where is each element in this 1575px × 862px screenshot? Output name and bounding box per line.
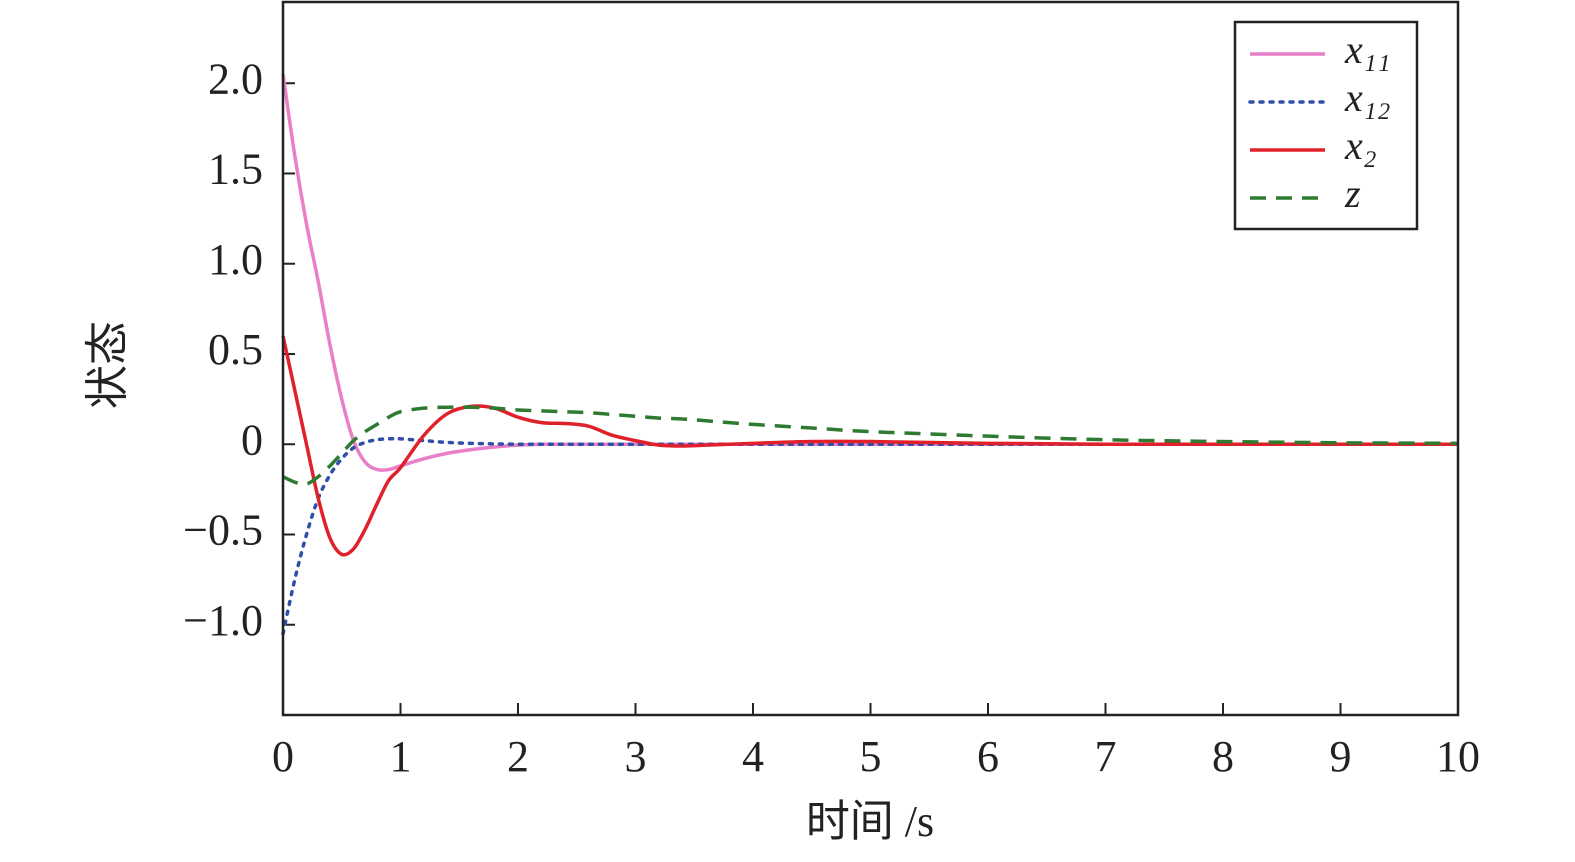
legend-label: x₁₂ — [1344, 75, 1391, 120]
y-tick-label: 0 — [241, 415, 263, 464]
x-tick-label: 4 — [742, 732, 764, 781]
legend-label: x₁₁ — [1344, 27, 1391, 72]
y-tick-label: 2.0 — [208, 54, 263, 103]
legend-label: z — [1344, 171, 1361, 216]
x-axis-label: 时间 /s — [806, 797, 934, 846]
y-axis-label: 状态 — [83, 321, 132, 409]
x-tick-label: 7 — [1095, 732, 1117, 781]
series-line — [281, 335, 1458, 557]
y-tick-label: −1.0 — [183, 596, 263, 645]
plot-frame — [281, 0, 1460, 717]
x-tick-label: 1 — [390, 732, 412, 781]
x-tick-label: 5 — [860, 732, 882, 781]
series-line — [281, 436, 1460, 636]
y-tick-label: 1.5 — [208, 145, 263, 194]
series-line — [282, 405, 1459, 486]
x-tick-label: 3 — [625, 732, 647, 781]
x-tick-label: 9 — [1330, 732, 1352, 781]
y-tick-label: −0.5 — [183, 506, 263, 555]
legend-box — [1233, 20, 1419, 231]
x-tick-label: 2 — [507, 732, 529, 781]
x-tick-label: 10 — [1436, 732, 1480, 781]
x-tick-label: 0 — [272, 732, 294, 781]
x-tick-label: 8 — [1212, 732, 1234, 781]
y-tick-label: 0.5 — [208, 325, 263, 374]
y-tick-label: 1.0 — [208, 235, 263, 284]
x-tick-label: 6 — [977, 732, 999, 781]
legend-label: x₂ — [1344, 123, 1377, 168]
